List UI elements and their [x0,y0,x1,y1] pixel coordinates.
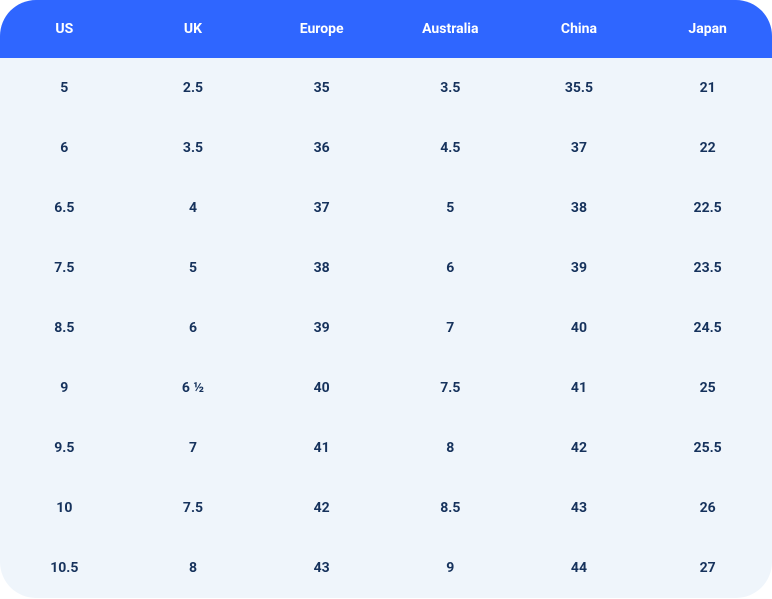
table-cell: 7 [386,298,515,358]
table-cell: 26 [643,478,772,538]
table-cell: 8.5 [0,298,129,358]
table-cell: 43 [257,538,386,598]
table-cell: 8 [386,418,515,478]
table-cell: 22 [643,118,772,178]
table-cell: 37 [257,178,386,238]
table-row: 6.543753822.5 [0,178,772,238]
table-cell: 23.5 [643,238,772,298]
col-header-china: China [515,0,644,58]
table-cell: 40 [515,298,644,358]
table-cell: 9 [386,538,515,598]
table-cell: 5 [0,58,129,118]
col-header-europe: Europe [257,0,386,58]
table-cell: 22.5 [643,178,772,238]
table-cell: 9.5 [0,418,129,478]
table-cell: 6 [0,118,129,178]
table-cell: 25.5 [643,418,772,478]
table-cell: 7 [129,418,258,478]
table-row: 10.584394427 [0,538,772,598]
col-header-uk: UK [129,0,258,58]
table-body: 52.5353.535.52163.5364.537226.543753822.… [0,58,772,598]
size-conversion-table-container: US UK Europe Australia China Japan 52.53… [0,0,772,598]
table-cell: 35 [257,58,386,118]
table-cell: 8 [129,538,258,598]
table-cell: 35.5 [515,58,644,118]
table-cell: 10 [0,478,129,538]
table-header-row: US UK Europe Australia China Japan [0,0,772,58]
table-row: 8.563974024.5 [0,298,772,358]
table-cell: 37 [515,118,644,178]
table-cell: 41 [515,358,644,418]
table-row: 52.5353.535.521 [0,58,772,118]
table-cell: 44 [515,538,644,598]
table-cell: 7.5 [0,238,129,298]
table-cell: 6 [129,298,258,358]
table-cell: 6 ½ [129,358,258,418]
table-cell: 7.5 [386,358,515,418]
table-cell: 36 [257,118,386,178]
table-cell: 4 [129,178,258,238]
table-cell: 43 [515,478,644,538]
table-cell: 10.5 [0,538,129,598]
table-cell: 42 [515,418,644,478]
table-row: 63.5364.53722 [0,118,772,178]
col-header-us: US [0,0,129,58]
table-cell: 8.5 [386,478,515,538]
table-row: 9.574184225.5 [0,418,772,478]
table-cell: 6.5 [0,178,129,238]
table-cell: 39 [515,238,644,298]
table-cell: 3.5 [386,58,515,118]
table-cell: 27 [643,538,772,598]
table-row: 107.5428.54326 [0,478,772,538]
table-row: 7.553863923.5 [0,238,772,298]
size-conversion-table: US UK Europe Australia China Japan 52.53… [0,0,772,598]
table-cell: 24.5 [643,298,772,358]
table-cell: 5 [386,178,515,238]
table-cell: 38 [257,238,386,298]
table-cell: 42 [257,478,386,538]
table-cell: 41 [257,418,386,478]
table-row: 96 ½407.54125 [0,358,772,418]
table-cell: 5 [129,238,258,298]
table-cell: 21 [643,58,772,118]
table-cell: 6 [386,238,515,298]
table-cell: 3.5 [129,118,258,178]
table-cell: 40 [257,358,386,418]
table-cell: 9 [0,358,129,418]
table-cell: 39 [257,298,386,358]
table-cell: 2.5 [129,58,258,118]
table-cell: 38 [515,178,644,238]
table-cell: 4.5 [386,118,515,178]
table-cell: 25 [643,358,772,418]
col-header-australia: Australia [386,0,515,58]
table-cell: 7.5 [129,478,258,538]
table-header: US UK Europe Australia China Japan [0,0,772,58]
col-header-japan: Japan [643,0,772,58]
